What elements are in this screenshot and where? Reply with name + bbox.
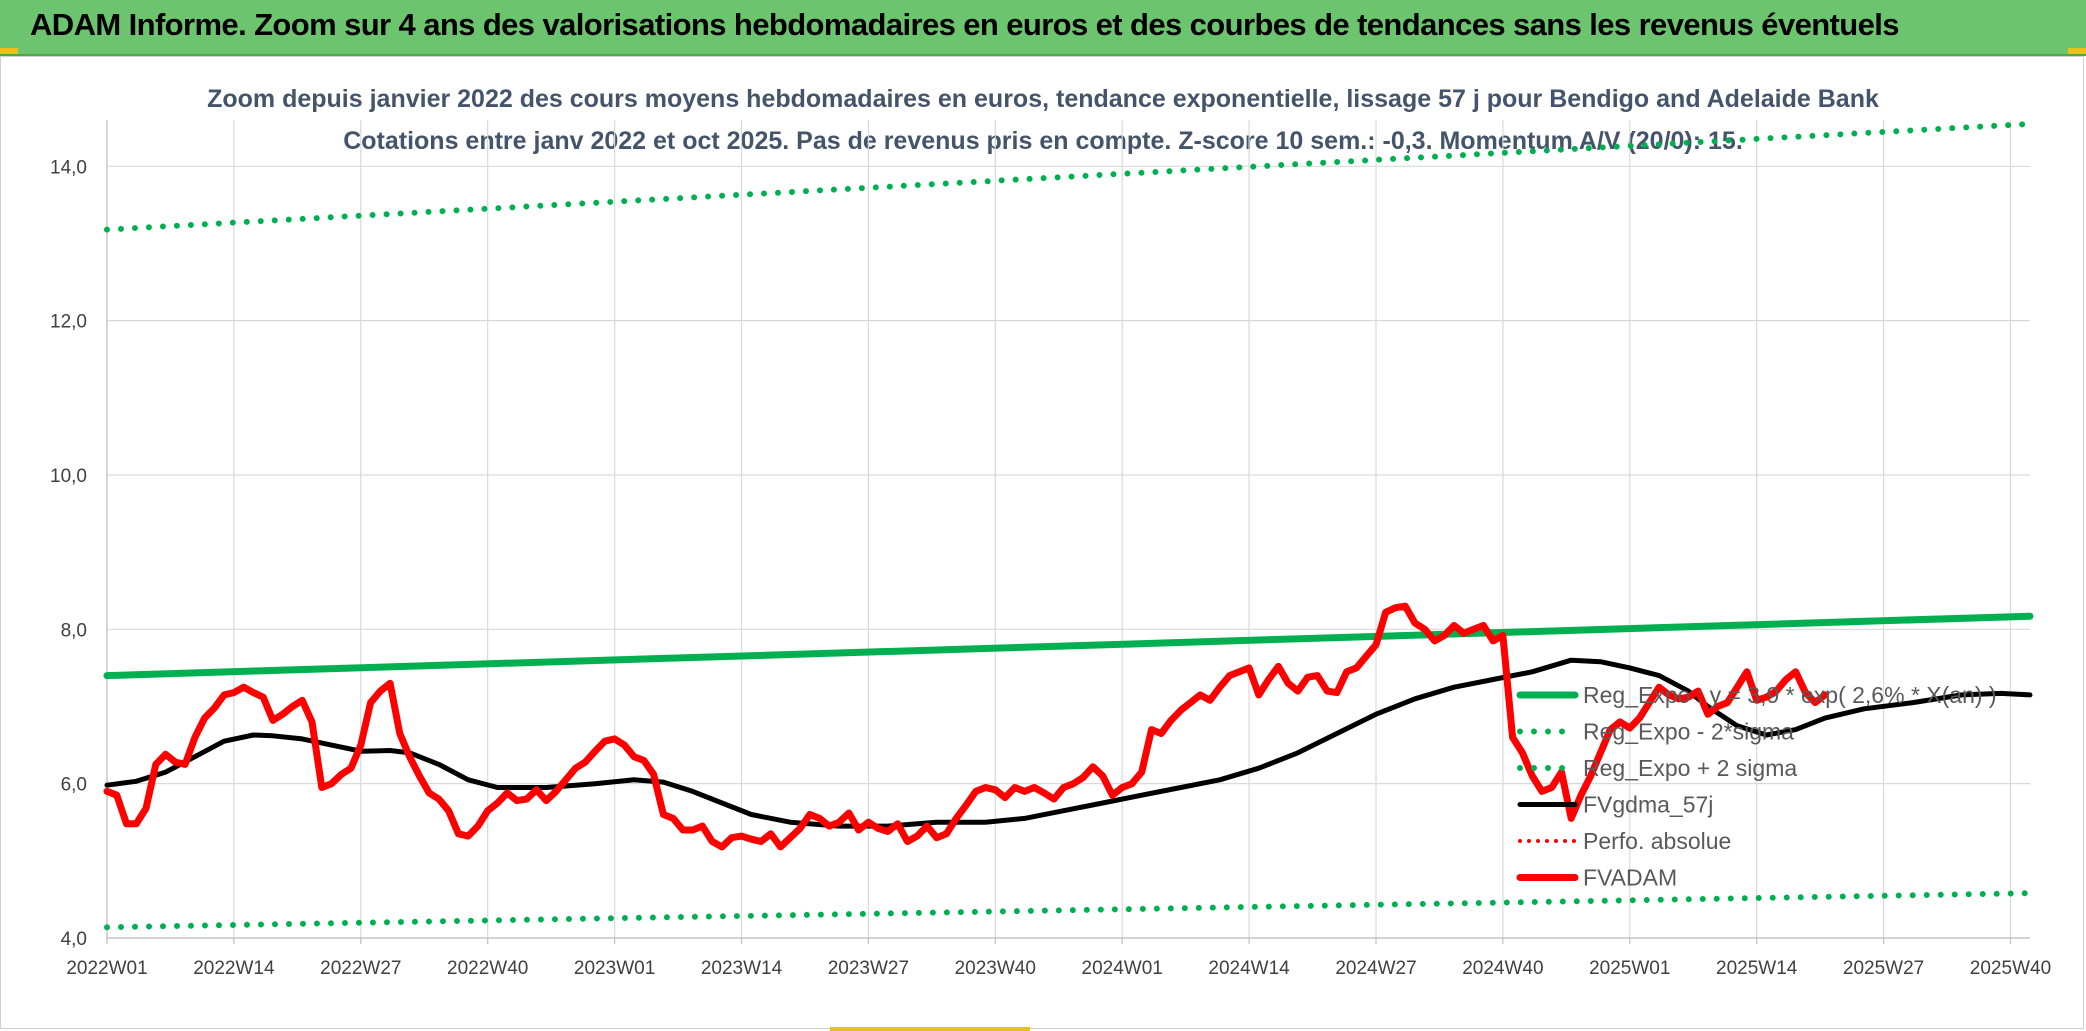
x-tick-label: 2025W40 [1970, 958, 2051, 979]
x-tick-label: 2024W01 [1082, 958, 1163, 979]
x-tick-label: 2022W27 [320, 958, 401, 979]
grid [106, 120, 2030, 939]
reg-expo-plus-2sigma-line [104, 120, 2033, 233]
y-tick-label: 10,0 [50, 466, 87, 487]
legend-label-fvadam-line: FVADAM [1583, 865, 1677, 891]
fvadam-line [103, 602, 1829, 851]
series-lines [103, 120, 2034, 931]
y-tick-label: 8,0 [61, 620, 87, 641]
x-tick-label: 2024W40 [1462, 958, 1543, 979]
legend-label-reg-expo-line: Reg_Expo : y = 3,9 * exp( 2,6% * X(an) ) [1583, 682, 1997, 708]
legend-label-reg-expo-minus-2sigma-line: Reg_Expo - 2*sigma [1583, 719, 1794, 745]
x-tick-label: 2025W14 [1716, 958, 1798, 979]
x-tick-label: 2023W14 [701, 958, 783, 979]
legend-label-perfo-absolue-line: Perfo. absolue [1583, 828, 1731, 854]
chart-title-line1: Zoom depuis janvier 2022 des cours moyen… [207, 85, 1879, 113]
x-tick-label: 2023W01 [574, 958, 655, 979]
axes: 4,0 6,0 8,0 10,0 12,0 14,0 2022W01 2022W14 2022W… [50, 120, 2051, 979]
header-banner: ADAM Informe. Zoom sur 4 ans des valoris… [0, 0, 2086, 56]
y-tick-label: 12,0 [50, 312, 87, 333]
legend-label-reg-expo-plus-2sigma-line: Reg_Expo + 2 sigma [1583, 755, 1797, 781]
x-tick-label: 2023W40 [955, 958, 1036, 979]
x-tick-label: 2022W40 [447, 958, 528, 979]
banner-title: ADAM Informe. Zoom sur 4 ans des valoris… [30, 7, 1900, 42]
x-tick-label: 2025W01 [1589, 958, 1670, 979]
chart-frame [0, 56, 2084, 1029]
y-tick-label: 14,0 [50, 157, 87, 178]
x-tick-label: 2022W01 [66, 958, 147, 979]
banner-accent-right [2068, 48, 2086, 54]
x-tick-label: 2024W14 [1208, 958, 1290, 979]
bottom-accent [830, 1027, 1030, 1031]
banner-accent-left [0, 48, 18, 54]
reg-expo-minus-2sigma-line [104, 890, 2033, 931]
y-tick-label: 4,0 [61, 929, 87, 950]
y-tick-label: 6,0 [61, 775, 87, 796]
x-tick-label: 2024W27 [1335, 958, 1416, 979]
x-tick-label: 2022W14 [193, 958, 275, 979]
legend: Reg_Expo : y = 3,9 * exp( 2,6% * X(an) )… [1516, 682, 1997, 891]
reg-expo-line [103, 612, 2034, 680]
legend-label-fvgdma-57j-line: FVgdma_57j [1583, 792, 1713, 818]
x-tick-label: 2023W27 [828, 958, 909, 979]
chart-title-line2: Cotations entre janv 2022 et oct 2025. P… [343, 127, 1743, 155]
x-tick-label: 2025W27 [1843, 958, 1924, 979]
